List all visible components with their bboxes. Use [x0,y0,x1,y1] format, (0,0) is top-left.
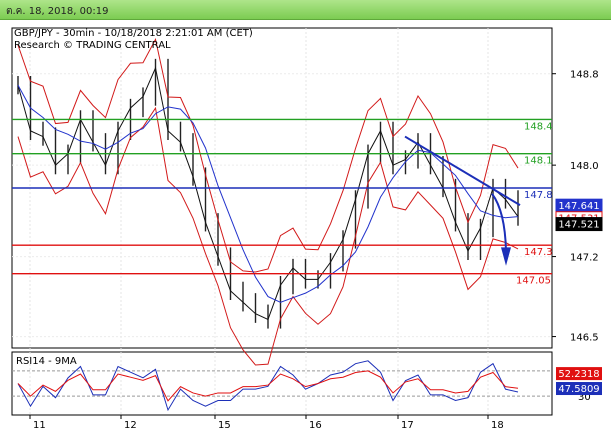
rsi-value-box [556,367,602,381]
price-tick-label: 148.0 [570,161,599,172]
rsi-title: RSI14 - 9MA [16,356,77,367]
rsi-value-tag: 47.5809 [556,382,602,396]
level-label: 147.8 [524,190,553,201]
date-tick-label: 15 [218,420,231,431]
chart-header-source: Research © TRADING CENTRAL [14,40,171,51]
price-tick-label: 147.2 [570,253,599,264]
bollinger-upper [17,37,519,273]
chart-header-title: GBP/JPY - 30min - 10/18/2018 2:21:01 AM … [14,28,253,39]
rsi-value-label: 52.2318 [558,369,599,380]
rsi-pane-frame [11,351,553,416]
price-tag-box [555,217,603,232]
level-label: 148.1 [524,156,553,167]
price-line [17,66,519,321]
date-tick-label: 17 [401,420,414,431]
price-tag: 147.641 [555,198,603,213]
level-label: 147.3 [524,247,553,258]
date-tick-label: 18 [491,420,504,431]
rsi-line [17,360,519,412]
price-tag-label: 147.521 [558,220,599,231]
moving-average [17,84,519,303]
rsi-value-label: 47.5809 [558,384,599,395]
price-tick-label: 148.8 [570,70,599,81]
rsi-value-box [556,382,602,396]
forecast-arrow [491,193,507,251]
price-tag: 147.521 [555,217,603,232]
bollinger-lower [17,106,519,366]
trendline [404,135,521,207]
date-tick-label: 16 [309,420,322,431]
level-label: 147.05 [516,276,551,287]
chart-canvas[interactable]: 11 12 15 16 17 18 148.8 148.0 147.2 146.5 148.4 148… [0,20,611,439]
title-bar: ต.ค. 18, 2018, 00:19 [0,0,611,20]
date-tick-label: 12 [124,420,137,431]
price-tick-label: 146.5 [570,333,599,344]
rsi-ma-line [17,370,519,402]
level-label: 148.4 [524,121,553,132]
rsi-tick-label: 30 [578,392,591,403]
forecast-arrowhead [501,247,511,266]
rsi-value-tag: 52.2318 [556,367,602,381]
chart-panel[interactable]: 11 12 15 16 17 18 148.8 148.0 147.2 146.5 148.4 148… [0,20,611,439]
window-title: ต.ค. 18, 2018, 00:19 [6,6,109,17]
price-tag-label: 147.641 [558,201,599,212]
date-tick-label: 11 [33,420,46,431]
